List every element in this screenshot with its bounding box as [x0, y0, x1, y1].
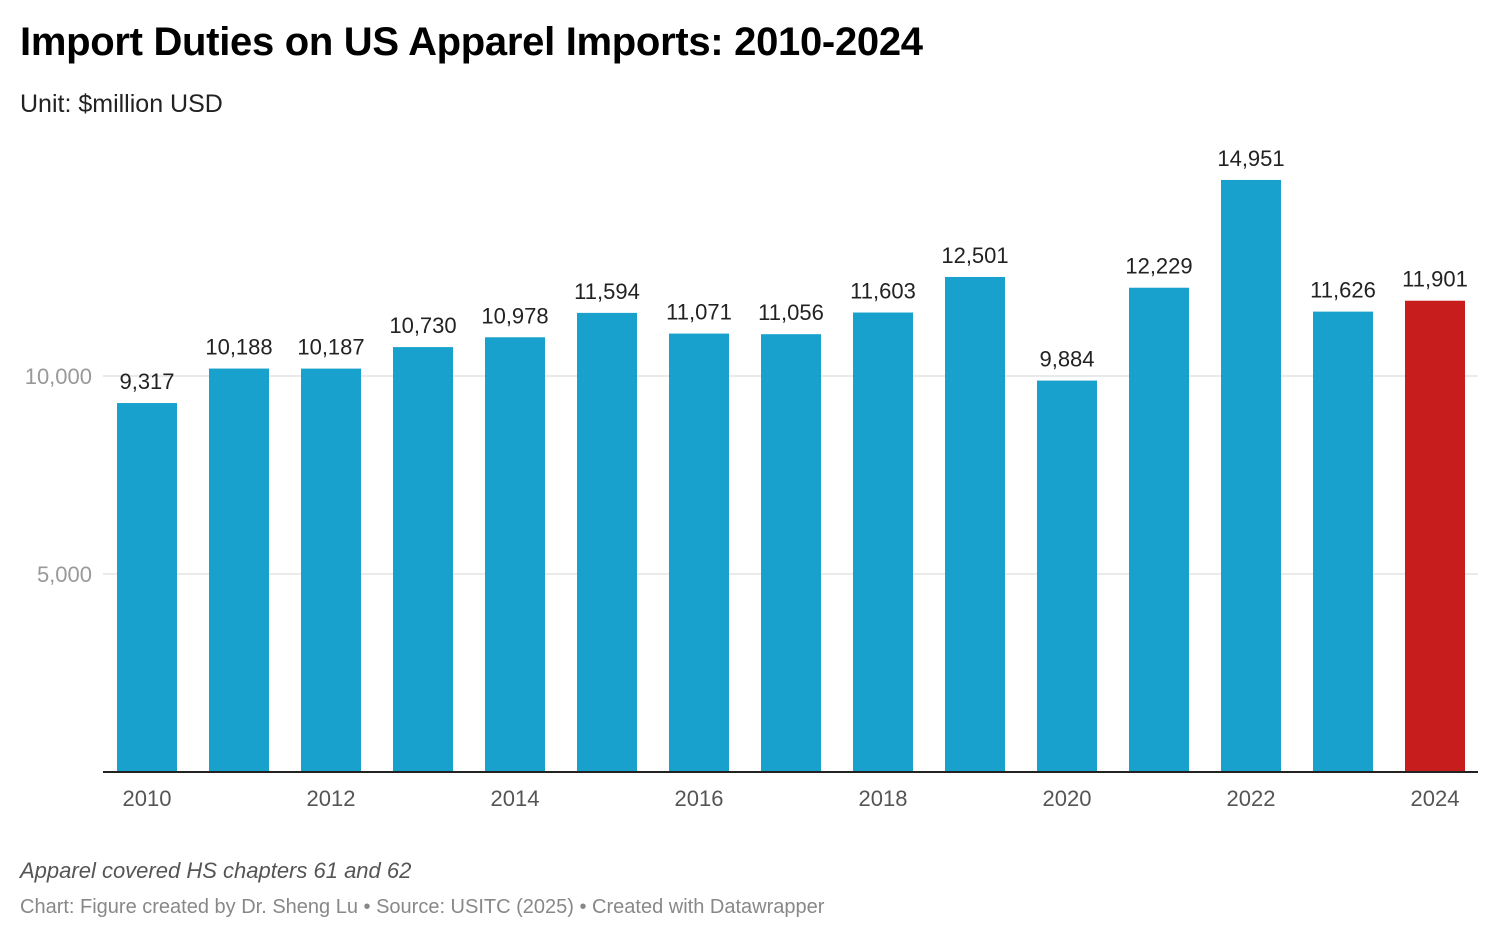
data-label: 11,056 [758, 300, 824, 325]
bar-2017 [761, 334, 821, 772]
chart-note: Apparel covered HS chapters 61 and 62 [20, 858, 412, 883]
bar-2012 [301, 368, 361, 772]
bar-2019 [945, 276, 1005, 772]
x-tick-label: 2020 [1043, 786, 1092, 811]
bar-2015 [577, 312, 637, 772]
x-tick-label: 2014 [491, 786, 540, 811]
y-tick-label: 10,000 [25, 364, 92, 389]
bar-2023 [1313, 311, 1373, 772]
data-label: 10,188 [205, 335, 272, 360]
x-tick-label: 2018 [859, 786, 908, 811]
bar-2013 [393, 347, 453, 772]
chart-subtitle: Unit: $million USD [20, 90, 223, 118]
chart-title: Import Duties on US Apparel Imports: 201… [20, 20, 923, 64]
data-label: 11,071 [666, 300, 732, 325]
data-label: 10,978 [481, 303, 548, 328]
bar-2011 [209, 368, 269, 772]
bar-2018 [853, 312, 913, 772]
data-label: 11,901 [1402, 267, 1468, 292]
bar-2021 [1129, 287, 1189, 772]
data-label: 14,951 [1217, 146, 1284, 171]
bar-2020 [1037, 380, 1097, 772]
y-tick-label: 5,000 [37, 562, 92, 587]
data-label: 11,594 [574, 279, 640, 304]
bar-2010 [117, 403, 177, 772]
x-tick-label: 2016 [675, 786, 724, 811]
bar-2014 [485, 337, 545, 772]
x-tick-label: 2024 [1411, 786, 1460, 811]
chart-source: Chart: Figure created by Dr. Sheng Lu • … [20, 896, 825, 918]
data-label: 10,187 [297, 335, 364, 360]
data-label: 12,501 [941, 243, 1008, 268]
data-label: 9,884 [1039, 347, 1094, 372]
data-label: 12,229 [1125, 254, 1192, 279]
x-tick-label: 2010 [123, 786, 172, 811]
data-label: 11,603 [850, 279, 916, 304]
bar-2022 [1221, 179, 1281, 772]
bar-chart: 5,000 10,000 9,317 2010 10,188 10,187 2012 10,7… [25, 146, 1478, 811]
data-label: 11,626 [1310, 278, 1376, 303]
x-tick-label: 2022 [1227, 786, 1276, 811]
data-label: 10,730 [389, 313, 456, 338]
x-tick-label: 2012 [307, 786, 356, 811]
bar-2016 [669, 333, 729, 772]
bar-2024 [1405, 300, 1465, 772]
data-label: 9,317 [119, 369, 174, 394]
